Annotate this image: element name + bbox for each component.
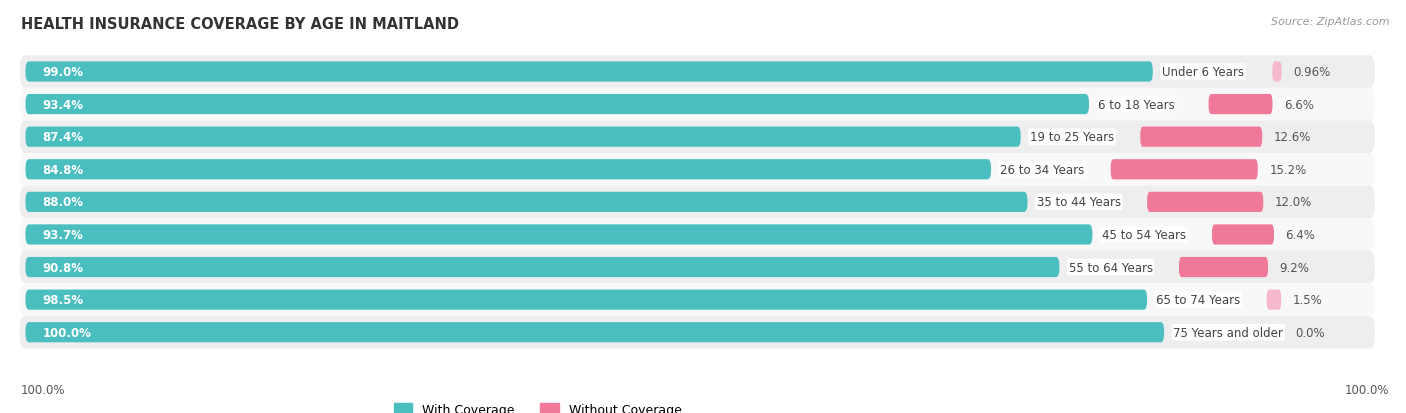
FancyBboxPatch shape [1212,225,1274,245]
Text: 93.4%: 93.4% [42,98,83,112]
Text: 6 to 18 Years: 6 to 18 Years [1098,98,1175,112]
Text: 45 to 54 Years: 45 to 54 Years [1101,228,1185,241]
FancyBboxPatch shape [25,290,1147,310]
Text: 98.5%: 98.5% [42,293,83,306]
Text: 87.4%: 87.4% [42,131,83,144]
Text: 75 Years and older: 75 Years and older [1173,326,1284,339]
FancyBboxPatch shape [20,121,1375,154]
FancyBboxPatch shape [1267,290,1281,310]
FancyBboxPatch shape [25,62,1153,83]
FancyBboxPatch shape [25,127,1021,147]
FancyBboxPatch shape [25,95,1090,115]
Text: 26 to 34 Years: 26 to 34 Years [1000,164,1084,176]
Text: 1.5%: 1.5% [1292,293,1322,306]
Text: 100.0%: 100.0% [42,326,91,339]
Text: 65 to 74 Years: 65 to 74 Years [1156,293,1240,306]
FancyBboxPatch shape [1209,95,1272,115]
Text: Source: ZipAtlas.com: Source: ZipAtlas.com [1271,17,1389,26]
FancyBboxPatch shape [20,218,1375,251]
Text: 99.0%: 99.0% [42,66,83,79]
FancyBboxPatch shape [20,316,1375,349]
Text: 19 to 25 Years: 19 to 25 Years [1029,131,1114,144]
Legend: With Coverage, Without Coverage: With Coverage, Without Coverage [394,403,682,413]
FancyBboxPatch shape [1147,192,1263,212]
Text: 15.2%: 15.2% [1270,164,1306,176]
FancyBboxPatch shape [25,160,991,180]
FancyBboxPatch shape [20,284,1375,316]
FancyBboxPatch shape [25,225,1092,245]
Text: Under 6 Years: Under 6 Years [1161,66,1244,79]
FancyBboxPatch shape [1272,62,1282,83]
Text: 6.4%: 6.4% [1285,228,1315,241]
Text: 100.0%: 100.0% [21,384,66,396]
FancyBboxPatch shape [20,56,1375,88]
Text: 93.7%: 93.7% [42,228,83,241]
FancyBboxPatch shape [1111,160,1258,180]
FancyBboxPatch shape [25,192,1028,212]
Text: 55 to 64 Years: 55 to 64 Years [1069,261,1153,274]
FancyBboxPatch shape [25,322,1164,342]
FancyBboxPatch shape [20,251,1375,284]
FancyBboxPatch shape [1140,127,1263,147]
Text: 12.0%: 12.0% [1275,196,1312,209]
Text: 88.0%: 88.0% [42,196,83,209]
Text: 9.2%: 9.2% [1279,261,1309,274]
Text: HEALTH INSURANCE COVERAGE BY AGE IN MAITLAND: HEALTH INSURANCE COVERAGE BY AGE IN MAIT… [21,17,460,31]
Text: 90.8%: 90.8% [42,261,83,274]
FancyBboxPatch shape [1180,257,1268,278]
Text: 0.0%: 0.0% [1295,326,1324,339]
FancyBboxPatch shape [25,257,1060,278]
Text: 12.6%: 12.6% [1274,131,1310,144]
Text: 0.96%: 0.96% [1294,66,1330,79]
Text: 35 to 44 Years: 35 to 44 Years [1036,196,1121,209]
Text: 84.8%: 84.8% [42,164,83,176]
FancyBboxPatch shape [20,154,1375,186]
Text: 6.6%: 6.6% [1284,98,1313,112]
FancyBboxPatch shape [20,186,1375,218]
Text: 100.0%: 100.0% [1344,384,1389,396]
FancyBboxPatch shape [20,88,1375,121]
